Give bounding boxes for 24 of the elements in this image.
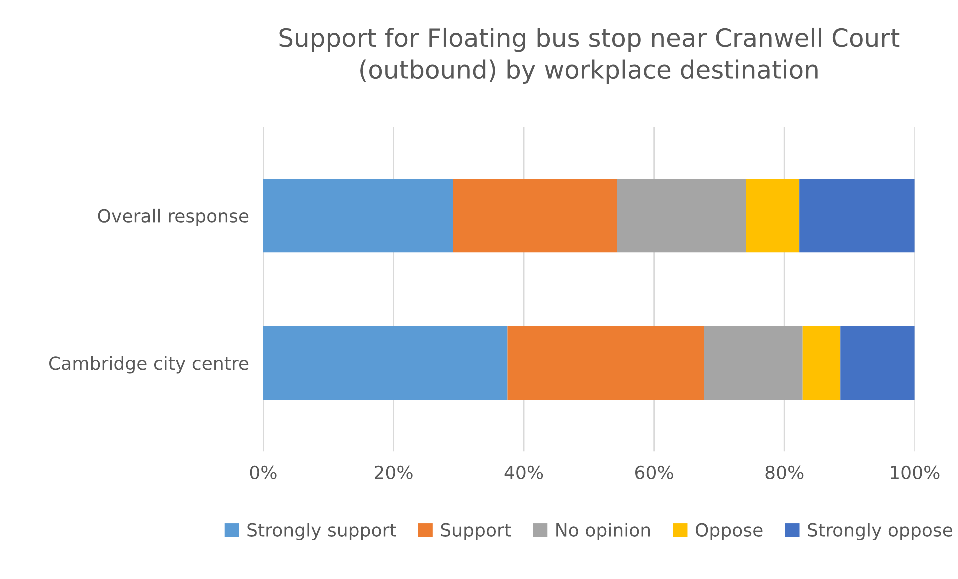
x-tick-label: 100%: [891, 466, 940, 480]
bar: [800, 178, 915, 253]
legend-label: Strongly oppose: [808, 522, 953, 540]
bar: [704, 326, 803, 400]
legend-label: Support: [441, 523, 512, 540]
bar: [263, 326, 508, 400]
x-tick-label: 0%: [250, 466, 277, 480]
legend-label: Strongly support: [248, 522, 396, 540]
x-tick-label: 40%: [504, 466, 544, 480]
bar: [453, 178, 618, 253]
bar: [617, 178, 746, 253]
bar: [263, 178, 454, 253]
x-tick-label: 60%: [636, 466, 674, 480]
bar: [508, 326, 704, 400]
legend-label: No opinion: [556, 522, 650, 540]
x-tick-label: 20%: [374, 466, 413, 480]
bar: [746, 178, 800, 253]
chart-title: Support for Floating bus stop near Cranwell Court (outbound) by workplace destination: [280, 28, 900, 84]
bar: [840, 326, 915, 400]
legend-label: Oppose: [696, 523, 763, 540]
y-tick-label: Overall response: [98, 208, 249, 226]
y-tick-label: Cambridge city centre: [50, 356, 249, 374]
bar: [802, 326, 841, 400]
x-tick-label: 80%: [766, 466, 804, 480]
